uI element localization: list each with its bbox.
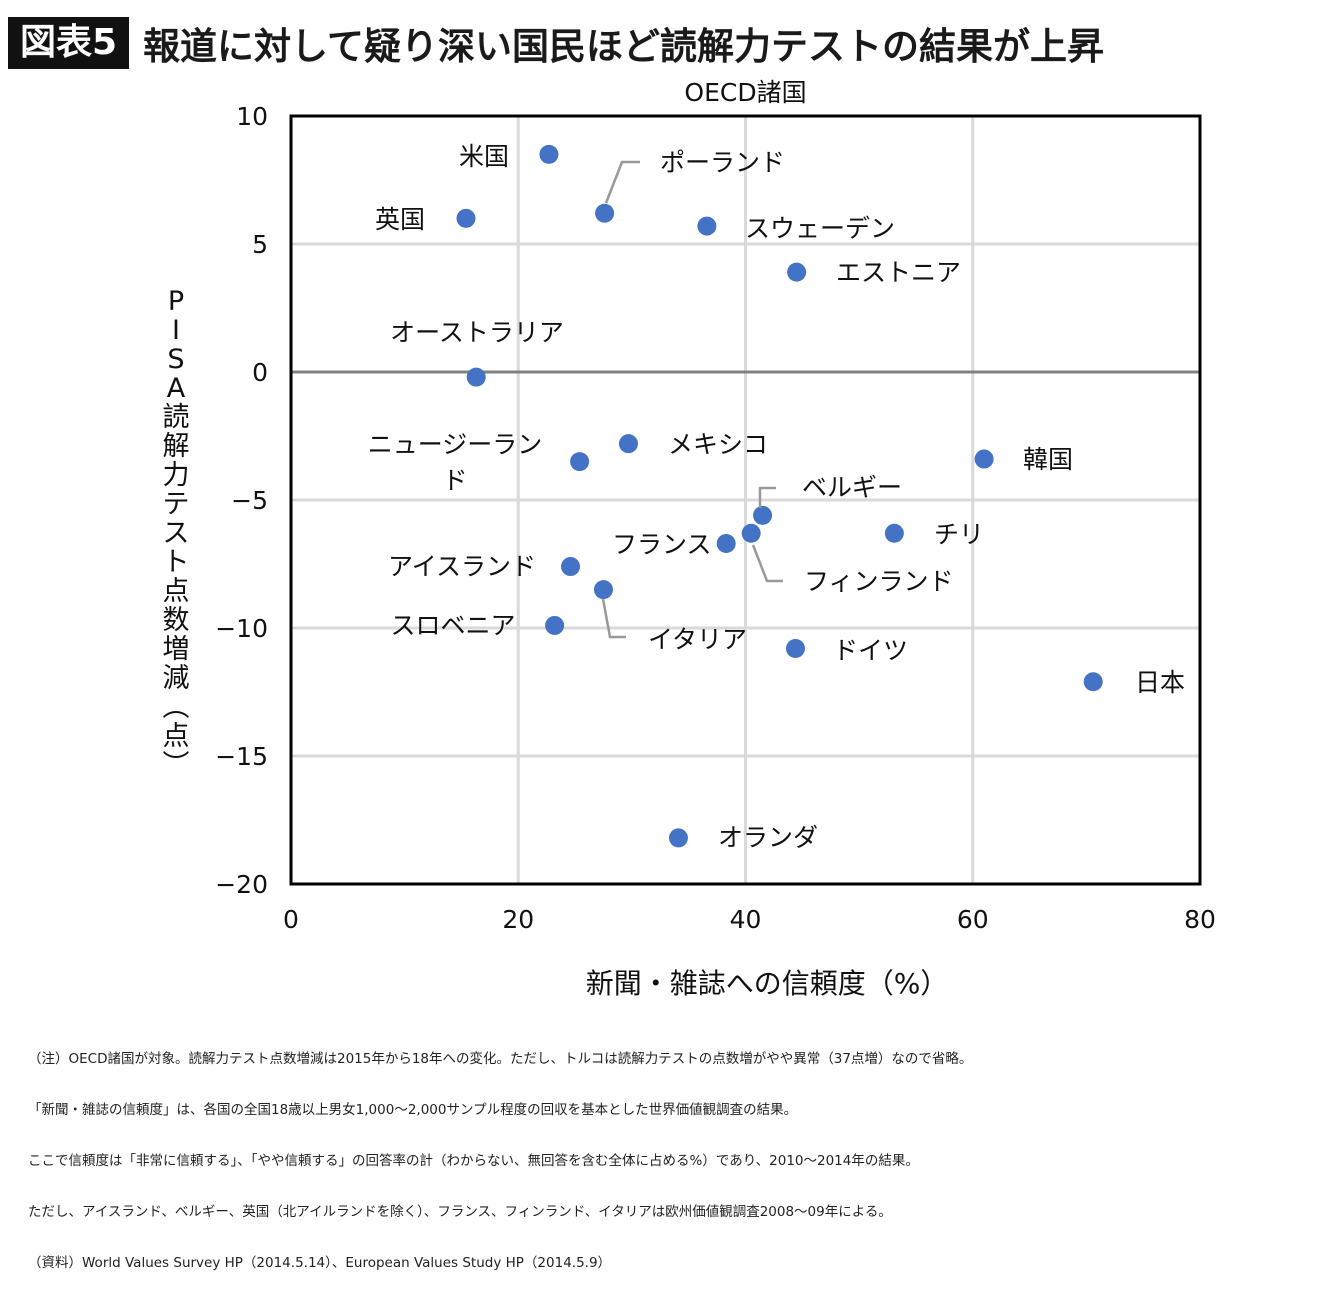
y-axis-label: P I S A 読解力テスト点数増減︵点︶ [163,286,190,781]
figure-headline: 報道に対して疑り深い国民ほど読解力テストの結果が上昇 [143,25,1104,68]
italy-leader-line [601,598,626,639]
plot-frame [289,114,1202,886]
point-label: オランダ [718,823,818,852]
point-label: 米国 [459,142,509,171]
figure-number-badge: 図表5 [8,17,130,69]
data-point [1083,672,1103,692]
data-point [570,452,590,472]
footnote-line: （注）OECD諸国が対象。読解力テスト点数増減は2015年から18年への変化。た… [28,1051,973,1067]
y-tick-label: 10 [236,102,268,131]
point-label: ニュージーランド [368,430,543,495]
data-point [741,523,761,543]
footnotes: （注）OECD諸国が対象。読解力テスト点数増減は2015年から18年への変化。た… [28,1017,972,1289]
point-label: エストニア [836,258,961,287]
data-point [618,434,638,454]
point-label: ポーランド [660,148,785,177]
data-point [974,449,994,469]
point-label: フランス [612,530,712,559]
data-point [593,580,613,600]
y-tick-label: −10 [215,614,268,643]
belgium-leader-line [758,486,776,508]
poland-leader-line [604,160,640,204]
data-point [668,828,688,848]
data-point [561,557,581,577]
point-label: オーストラリア [390,318,564,347]
footnote-line: ここで信頼度は「非常に信頼する」、「やや信頼する」の回答率の計（わからない、無回… [28,1153,919,1169]
point-label: ベルギー [802,473,902,502]
point-label: アイスランド [388,552,536,581]
data-point [785,638,805,658]
data-point [753,505,773,525]
point-label: 日本 [1135,668,1185,697]
y-tick-label: 5 [252,230,268,259]
point-label: スウェーデン [745,214,895,243]
point-label: 韓国 [1023,445,1073,474]
figure-header: 図表5 報道に対して疑り深い国民ほど読解力テストの結果が上昇 [8,14,1104,72]
data-point [697,216,717,236]
data-point [716,534,736,554]
finland-leader-line [751,544,783,583]
point-label: ドイツ [833,636,908,665]
footnote-line: 「新聞・雑誌の信頼度」は、各国の全国18歳以上男女1,000〜2,000サンプル… [28,1102,798,1118]
point-label: フィンランド [804,567,954,596]
footnote-line: （資料）World Values Survey HP（2014.5.14）、Eu… [28,1255,612,1271]
y-tick-label: 0 [252,358,268,387]
point-label: メキシコ [668,430,768,459]
y-tick-label: −5 [231,486,268,515]
x-tick-label: 80 [1184,905,1216,934]
x-tick-label: 60 [957,905,989,934]
x-tick-label: 0 [283,905,299,934]
footnote-line: ただし、アイスランド、ベルギー、英国（北アイルランドを除く）、フランス、フィンラ… [28,1204,892,1220]
point-label: イタリア [648,625,747,654]
chart-title: OECD諸国 [684,78,806,107]
data-point [456,208,476,228]
point-label: チリ [934,520,984,549]
point-label: スロベニア [390,611,515,640]
scatter-chart: OECD諸国 10 5 0 −5 −10 −15 −20 0 20 40 60 80 新聞・雑誌への信頼度… [163,78,1216,1000]
data-point [884,523,904,543]
y-tick-label: −20 [215,870,268,899]
x-tick-label: 40 [730,905,762,934]
data-point [595,203,615,223]
x-axis-label: 新聞・雑誌への信頼度（%） [586,967,949,1000]
data-point [539,144,559,164]
data-point [787,262,807,282]
data-point [466,367,486,387]
y-tick-label: −15 [215,742,268,771]
x-tick-label: 20 [502,905,534,934]
data-point [545,615,565,635]
point-label: 英国 [375,205,425,234]
